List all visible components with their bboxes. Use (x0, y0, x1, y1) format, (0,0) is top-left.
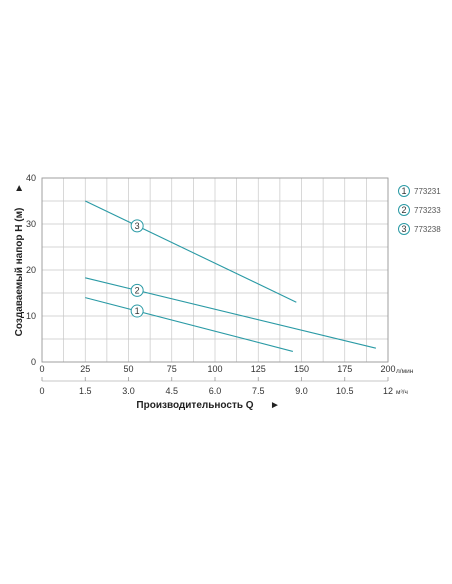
x-axis-unit-primary: л/мин (396, 368, 414, 375)
x-axis-arrow: ► (270, 400, 280, 411)
y-axis-title: Создаваемый напор H (м) (14, 208, 25, 337)
series-marker-label-1: 1 (135, 306, 140, 316)
legend-marker-1 (398, 185, 410, 197)
legend-label-3: 773238 (414, 225, 441, 234)
x-tick-label-secondary: 4.5 (165, 386, 178, 396)
legend-marker-label-2: 2 (401, 205, 406, 215)
x-tick-label-secondary: 10.5 (336, 386, 354, 396)
series-marker-2 (130, 283, 144, 297)
x-tick-label-primary: 25 (80, 364, 90, 374)
legend-label-2: 773233 (414, 206, 441, 215)
x-tick-label-secondary: 0 (39, 386, 44, 396)
legend-marker-3 (398, 223, 410, 235)
x-tick-label-primary: 125 (251, 364, 266, 374)
x-tick-label-secondary: 6.0 (209, 386, 222, 396)
x-tick-label-primary: 100 (207, 364, 222, 374)
series-marker-1 (130, 304, 144, 318)
series-marker-label-2: 2 (135, 285, 140, 295)
legend-label-1: 773231 (414, 187, 441, 196)
y-tick-label: 10 (26, 311, 36, 321)
series-layer: 1 2 3 (85, 200, 377, 352)
series-marker-3 (130, 219, 144, 233)
series-line-3 (85, 200, 297, 303)
legend-marker-2 (398, 204, 410, 216)
x-tick-label-primary: 0 (39, 364, 44, 374)
series-marker-label-3: 3 (135, 221, 140, 231)
plot-frame (41, 177, 389, 363)
x-tick-label-primary: 200 (380, 364, 395, 374)
grid (41, 177, 389, 382)
x-tick-label-secondary: 1.5 (79, 386, 92, 396)
y-tick-label: 30 (26, 219, 36, 229)
legend-marker-label-3: 3 (401, 224, 406, 234)
x-tick-label-secondary: 12 (383, 386, 393, 396)
x-tick-label-primary: 50 (123, 364, 133, 374)
x-axis-title: Производительность Q (136, 400, 253, 411)
x-tick-label-secondary: 9.0 (295, 386, 308, 396)
y-tick-label: 20 (26, 265, 36, 275)
legend-marker-label-1: 1 (401, 186, 406, 196)
x-tick-label-primary: 150 (294, 364, 309, 374)
series-line-1 (85, 297, 293, 352)
y-tick-label: 40 (26, 173, 36, 183)
legend: 1 773231 2 773233 3 773238 (398, 185, 441, 235)
x-tick-label-secondary: 7.5 (252, 386, 265, 396)
x-tick-label-primary: 75 (167, 364, 177, 374)
x-tick-label-secondary: 3.0 (122, 386, 135, 396)
x-axis-unit-secondary: м³/ч (396, 389, 408, 396)
y-axis-arrow: ► (14, 183, 25, 193)
x-tick-label-primary: 175 (337, 364, 352, 374)
y-tick-label: 0 (31, 357, 36, 367)
tick-labels: 0 10 20 30 40 0 25 50 75 100 125 150 175 200 0 1.5 3.0 4.… (26, 173, 396, 396)
